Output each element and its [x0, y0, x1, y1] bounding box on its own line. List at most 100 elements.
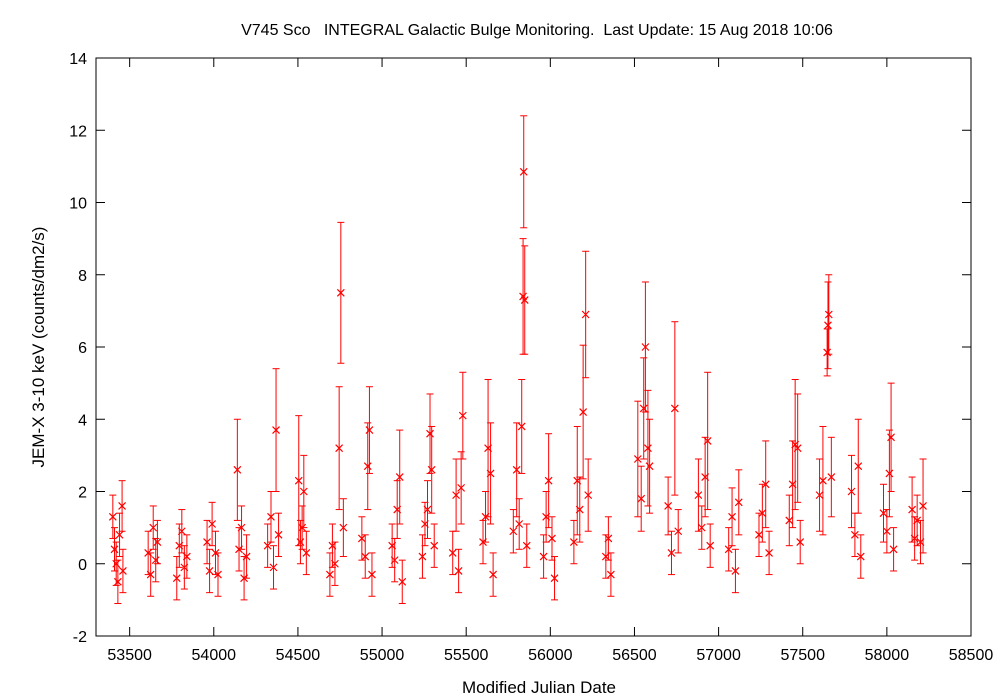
- x-marker: [674, 527, 683, 536]
- y-tick-label: -2: [73, 629, 87, 646]
- x-marker: [489, 570, 498, 579]
- data-point: [670, 321, 679, 496]
- x-marker: [818, 476, 827, 485]
- data-point: [758, 483, 767, 543]
- x-marker: [267, 512, 275, 521]
- data-point: [639, 357, 648, 460]
- x-marker: [694, 491, 703, 500]
- x-marker: [664, 502, 673, 510]
- data-point: [458, 371, 467, 460]
- data-point: [267, 491, 275, 543]
- x-marker: [728, 512, 736, 521]
- data-point: [108, 494, 117, 539]
- x-marker: [302, 548, 311, 557]
- x-marker: [606, 570, 615, 579]
- x-marker: [448, 548, 457, 557]
- data-point: [519, 238, 527, 355]
- data-point: [854, 418, 863, 514]
- x-marker: [151, 556, 160, 565]
- data-point: [856, 534, 865, 579]
- x-marker: [885, 469, 894, 478]
- x-marker: [584, 491, 593, 500]
- data-point: [697, 505, 706, 550]
- data-point: [606, 552, 615, 597]
- x-tick-label: 58500: [949, 647, 994, 664]
- x-marker: [395, 473, 404, 481]
- x-tick-label: 57000: [696, 647, 741, 664]
- data-point: [339, 498, 348, 558]
- x-marker: [670, 404, 679, 413]
- data-point: [486, 422, 495, 525]
- x-marker: [824, 310, 833, 319]
- data-point: [398, 559, 407, 604]
- x-marker: [423, 505, 432, 514]
- data-point: [302, 530, 311, 576]
- data-point: [731, 548, 740, 594]
- x-marker: [118, 502, 127, 510]
- x-marker: [824, 321, 832, 330]
- x-marker: [110, 545, 119, 554]
- data-point: [633, 400, 642, 518]
- x-marker: [569, 538, 578, 546]
- data-point: [172, 556, 181, 601]
- data-point: [418, 534, 427, 579]
- x-marker: [274, 530, 283, 539]
- x-marker: [633, 455, 642, 463]
- data-point: [118, 480, 127, 532]
- data-point: [847, 454, 856, 529]
- x-marker: [205, 567, 214, 575]
- data-point: [548, 516, 556, 561]
- x-marker: [544, 476, 553, 485]
- x-marker: [335, 444, 344, 453]
- data-point: [520, 245, 529, 355]
- x-marker: [509, 527, 518, 536]
- x-marker: [882, 527, 891, 536]
- data-point: [637, 465, 646, 532]
- x-marker: [550, 574, 559, 583]
- x-marker: [512, 465, 521, 474]
- x-marker: [299, 487, 308, 496]
- data-point: [694, 458, 703, 532]
- data-point: [887, 382, 895, 492]
- data-point: [573, 425, 582, 536]
- x-marker: [641, 343, 650, 351]
- data-point: [919, 458, 927, 554]
- data-point: [242, 534, 251, 579]
- data-point: [761, 440, 770, 529]
- data-point: [703, 371, 712, 511]
- x-marker: [517, 422, 526, 431]
- y-tick-label: 14: [69, 51, 87, 68]
- x-marker: [697, 523, 706, 532]
- x-marker: [203, 538, 211, 546]
- plot-border: [95, 57, 972, 637]
- x-tick-label: 54000: [192, 647, 237, 664]
- x-marker: [426, 429, 434, 438]
- x-marker: [919, 502, 927, 510]
- data-point: [796, 519, 805, 565]
- x-axis: 53500 54000 54500 55000 55500 56000 56500 57000…: [107, 58, 993, 664]
- x-marker: [357, 534, 366, 543]
- x-marker: [667, 548, 676, 557]
- x-marker: [269, 563, 278, 572]
- x-marker: [418, 552, 427, 561]
- x-marker: [639, 404, 648, 413]
- data-point: [272, 368, 280, 492]
- x-marker: [724, 545, 733, 554]
- data-point: [509, 509, 518, 554]
- x-tick-label: 56500: [612, 647, 657, 664]
- data-point: [706, 523, 715, 568]
- data-point: [263, 523, 272, 568]
- x-marker: [579, 408, 588, 416]
- x-marker: [637, 494, 646, 503]
- x-marker: [452, 491, 461, 500]
- plot-frame: [95, 57, 972, 637]
- x-marker: [113, 577, 122, 586]
- data-point: [569, 519, 578, 565]
- x-tick-label: 56000: [528, 647, 573, 664]
- data-point: [889, 527, 898, 572]
- x-marker: [854, 462, 863, 471]
- x-marker: [643, 444, 652, 453]
- x-marker: [908, 505, 917, 514]
- x-tick-label: 54500: [276, 647, 321, 664]
